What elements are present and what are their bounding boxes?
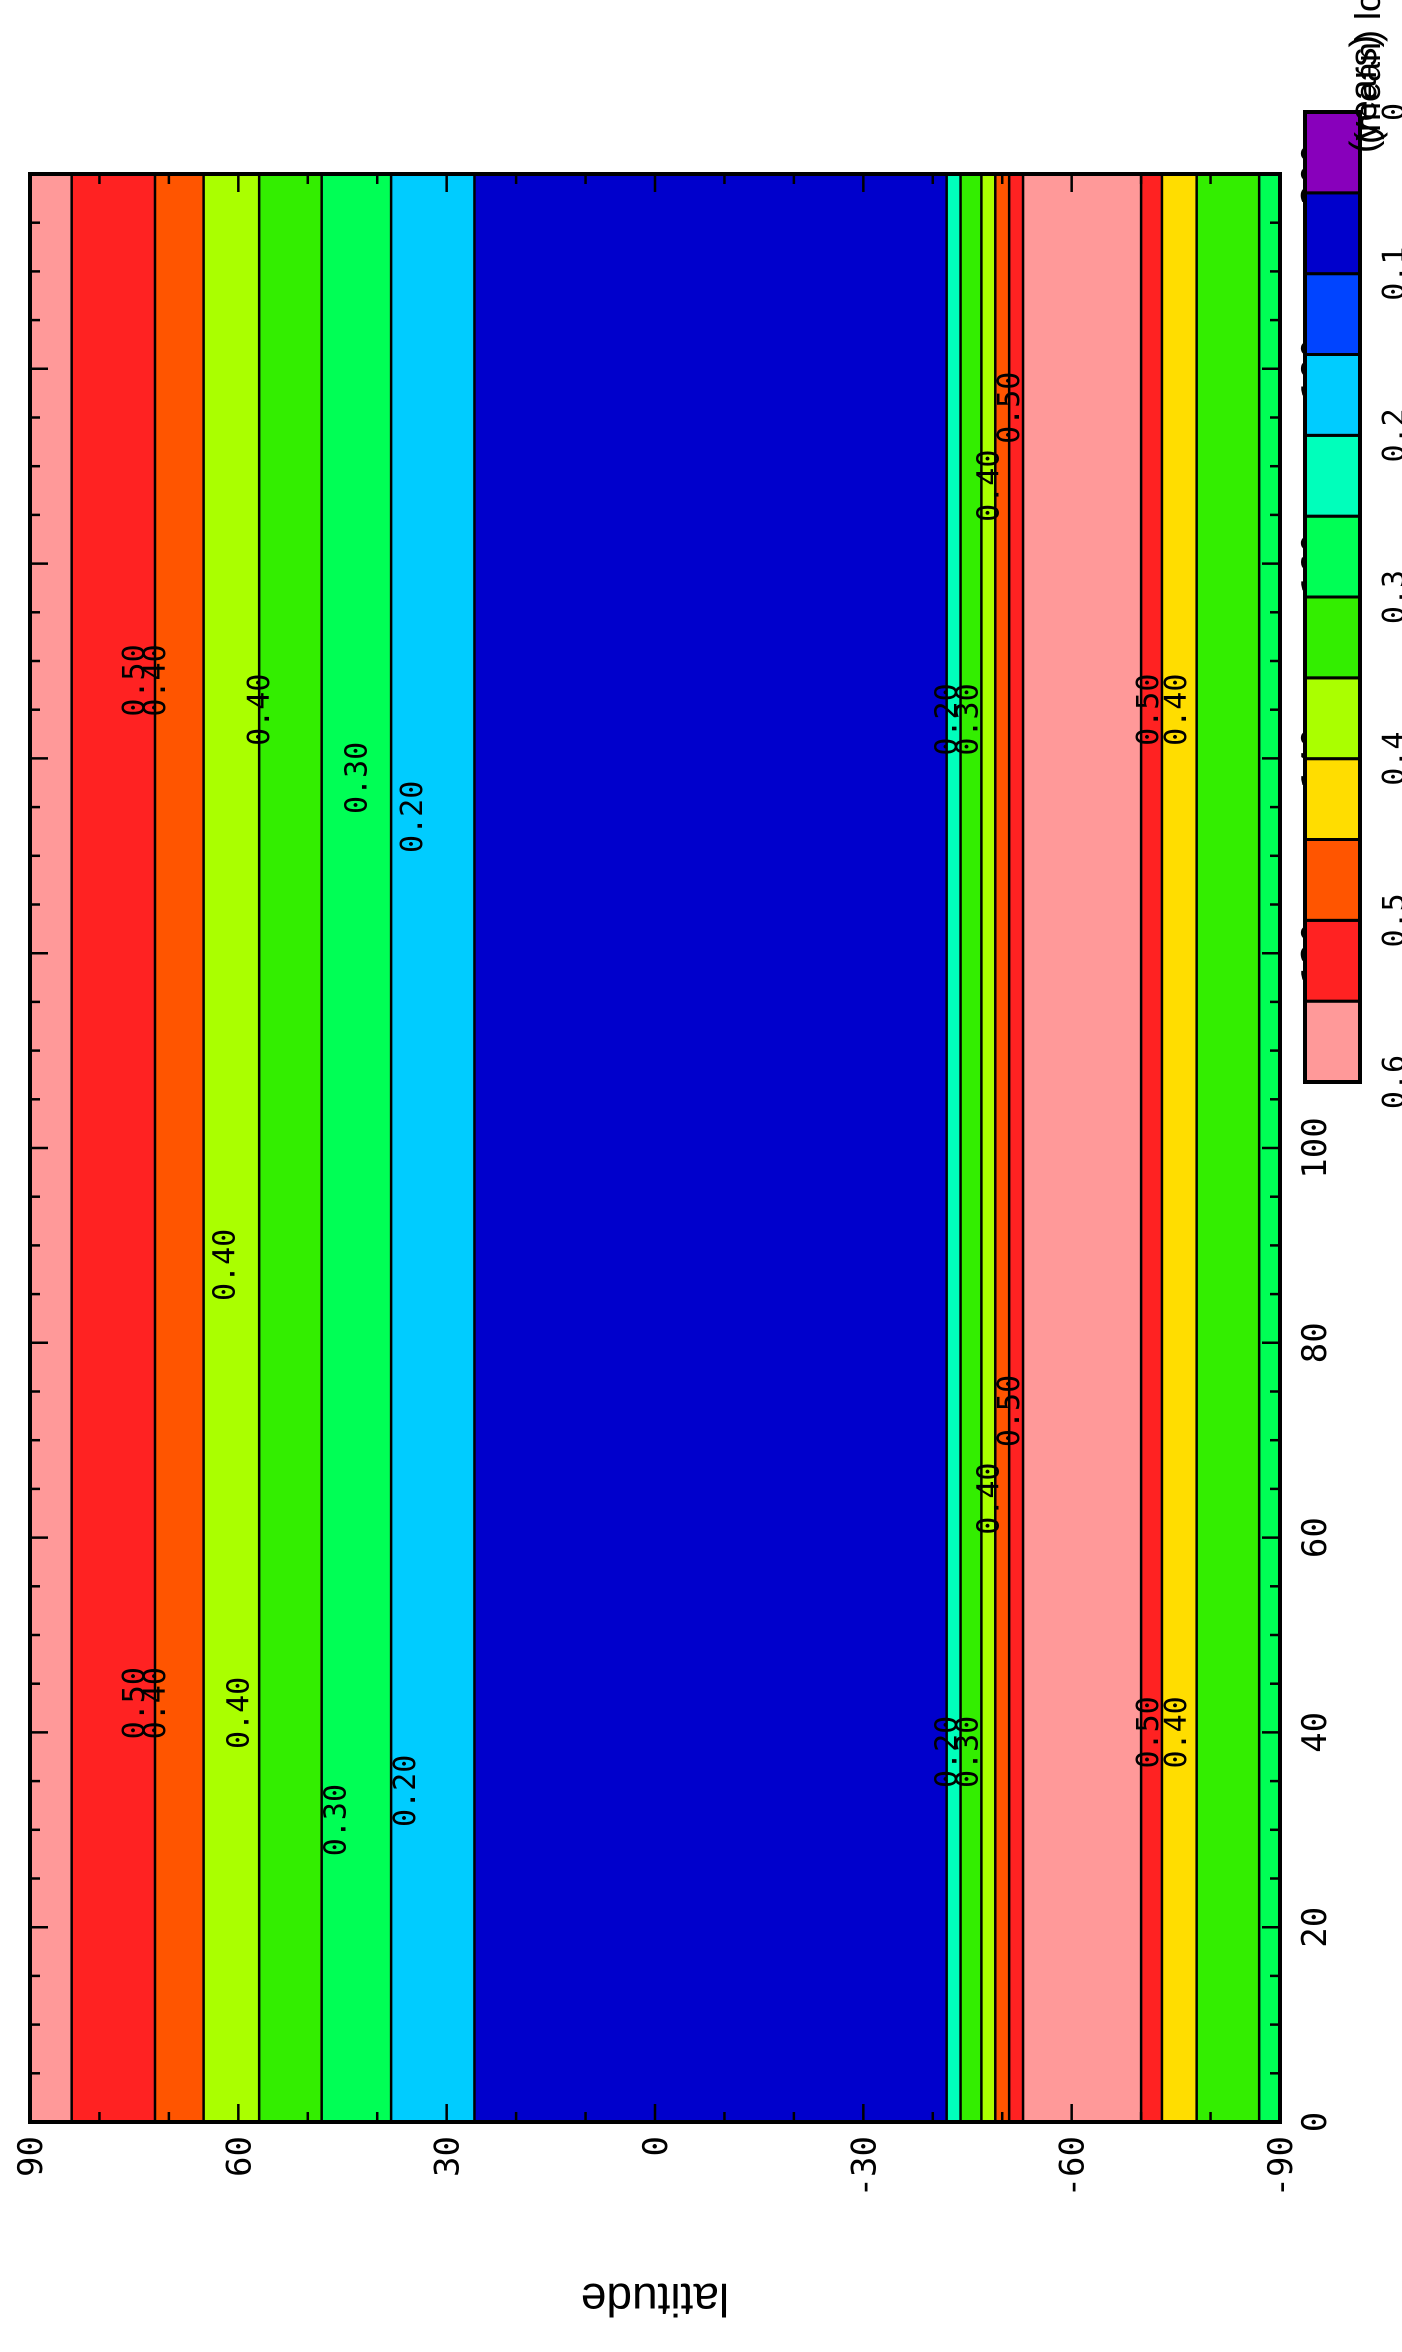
y-tick-label: -60 [1053,2136,1093,2197]
colorbar-tick-label: 0.2 [1377,408,1402,462]
y-axis: 90 60 30 0 -30 -60 -90 [11,174,1301,2197]
zonal-band [995,174,1010,2122]
x-tick-label: 20 [1295,1907,1335,1948]
x-tick-label: 40 [1295,1712,1335,1753]
zonal-band [321,174,392,2122]
y-tick-label: -90 [1261,2136,1301,2197]
zonal-band [259,174,322,2122]
colorbar-swatch [1303,514,1362,599]
x-axis-label: (years) [1343,35,1385,153]
x-tick-label: 0 [1295,2112,1335,2132]
colorbar-swatch [1303,676,1362,761]
contour-label: 0.50 [117,644,152,716]
colorbar-tick-label: 0 [1377,103,1402,121]
zonal-band [1023,174,1142,2122]
colorbar: 0.6 0.5 0.4 0.3 0.2 0.1 0 [1303,103,1402,1109]
colorbar-swatch [1303,353,1362,437]
contour-label: 0.40 [138,644,173,716]
contour-label: 0.50 [1131,1696,1166,1768]
colorbar-swatch [1303,595,1362,680]
colorbar-swatch [1303,838,1362,922]
contour-label: 0.40 [1159,674,1194,746]
contour-label: 0.30 [951,683,986,755]
contour-label: 0.40 [971,450,1006,522]
colorbar-tick-label: 0.3 [1377,570,1402,624]
x-tick-label: 60 [1295,1517,1335,1558]
zonal-band [981,174,996,2122]
contour-label: 0.20 [930,1716,965,1788]
contour-label: 0.50 [992,1375,1027,1447]
contour-label: 0.30 [339,742,374,814]
zonal-band [946,174,961,2122]
colorbar-tick-label: 0.6 [1377,1055,1402,1109]
zonal-band [474,174,947,2122]
contour-label: 0.20 [388,1755,423,1827]
zonal-band [1161,174,1197,2122]
colorbar-tick-label: 0.4 [1377,732,1402,786]
colorbar-tick-label: 0.1 [1377,247,1402,301]
contour-label: 0.40 [138,1667,173,1739]
colorbar-swatch [1303,999,1362,1084]
zonal-band [155,174,204,2122]
contour-label: 0.20 [930,683,965,755]
contour-line-layer [70,174,1261,2122]
colorbar-swatch [1303,757,1362,841]
y-tick-label: 60 [219,2136,259,2177]
contour-label: 0.20 [395,781,430,853]
contour-label: 0.40 [242,674,277,746]
contour-label: 0.40 [971,1463,1006,1535]
zonal-band [1141,174,1162,2122]
x-tick-label: 100 [1295,1117,1335,1178]
y-tick-label: 90 [11,2136,51,2177]
contour-label: 0.40 [1159,1696,1194,1768]
y-tick-label: 0 [636,2136,676,2156]
contour-label: 0.30 [951,1716,986,1788]
zonal-band [1196,174,1260,2122]
contour-fill-layer [30,174,1280,2122]
zonal-band [71,174,155,2122]
colorbar-swatch [1303,918,1362,1003]
chart-title: (mean) lo [1347,0,1388,144]
colorbar-swatch [1303,433,1362,518]
zonal-band [960,174,982,2122]
y-tick-label: -30 [844,2136,884,2197]
colorbar-swatch [1303,191,1362,276]
zonal-band [391,174,475,2122]
zonal-band [30,174,72,2122]
contour-label: 0.50 [992,372,1027,444]
y-axis-label: latitude [581,2274,729,2326]
colorbar-frame [1303,110,1362,1084]
x-tick-label: 80 [1295,1322,1335,1363]
contour-label: 0.50 [1131,674,1166,746]
contour-label: 0.40 [221,1677,256,1749]
colorbar-swatch [1303,272,1362,356]
contour-label: 0.30 [319,1784,354,1856]
contour-label: 0.40 [207,1229,242,1301]
zonal-band [1009,174,1024,2122]
y-tick-label: 30 [428,2136,468,2177]
contour-label: 0.50 [117,1667,152,1739]
colorbar-tick-label: 0.5 [1377,893,1402,947]
contour-label-layer: 0.500.40 0.400.30 0.200.400.500.40 0.400.30… [117,372,1194,1857]
zonal-band [203,174,260,2122]
